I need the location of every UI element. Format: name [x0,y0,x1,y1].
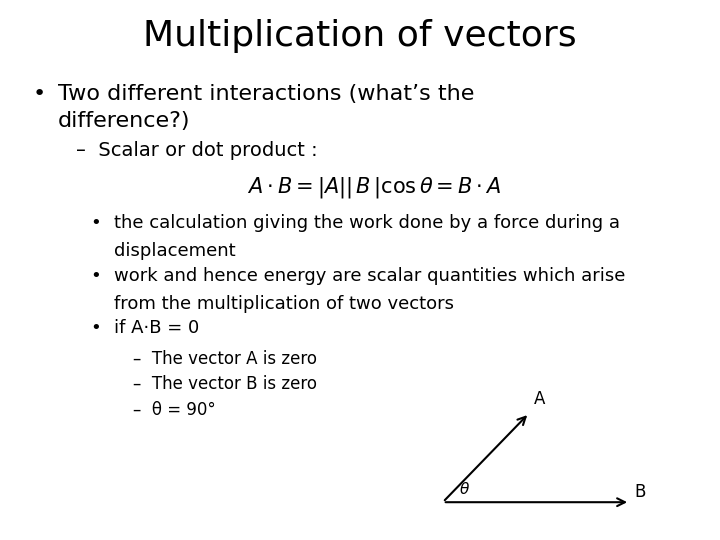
Text: difference?): difference?) [58,111,190,131]
Text: $\theta$: $\theta$ [459,481,469,497]
Text: Two different interactions (what’s the: Two different interactions (what’s the [58,84,474,104]
Text: –  θ = 90°: – θ = 90° [133,401,216,418]
Text: –  The vector B is zero: – The vector B is zero [133,375,318,393]
Text: B: B [634,483,646,501]
Text: Multiplication of vectors: Multiplication of vectors [143,19,577,53]
Text: –  The vector A is zero: – The vector A is zero [133,350,318,368]
Text: from the multiplication of two vectors: from the multiplication of two vectors [114,295,454,313]
Text: work and hence energy are scalar quantities which arise: work and hence energy are scalar quantit… [114,267,625,285]
Text: the calculation giving the work done by a force during a: the calculation giving the work done by … [114,214,620,232]
Text: •: • [90,214,101,232]
Text: •: • [90,267,101,285]
Text: •: • [32,84,45,104]
Text: displacement: displacement [114,242,235,260]
Text: A: A [534,390,546,408]
Text: if A·B = 0: if A·B = 0 [114,319,199,336]
Text: •: • [90,319,101,336]
Text: $A \cdot B = |A||\, B\,|\cos\theta = B \cdot A$: $A \cdot B = |A||\, B\,|\cos\theta = B \… [247,176,502,200]
Text: –  Scalar or dot product :: – Scalar or dot product : [76,141,318,160]
